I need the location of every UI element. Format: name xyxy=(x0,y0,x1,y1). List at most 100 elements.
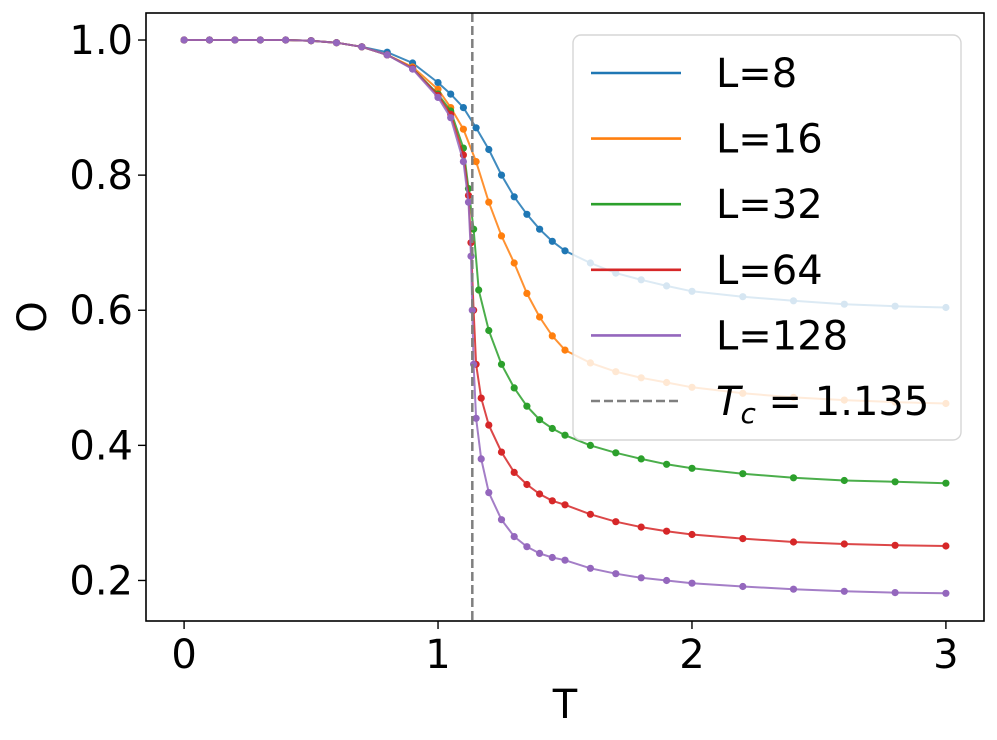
y-tick-label: 0.4 xyxy=(69,423,133,469)
data-point xyxy=(637,523,645,531)
series-l-128 xyxy=(180,36,950,597)
data-point xyxy=(472,158,480,166)
data-point xyxy=(536,416,544,424)
data-point xyxy=(789,474,798,482)
data-point xyxy=(561,556,569,564)
data-point xyxy=(485,326,493,335)
data-point xyxy=(510,384,518,392)
data-point xyxy=(510,193,518,201)
data-point xyxy=(282,36,290,44)
data-point xyxy=(612,449,620,457)
data-point xyxy=(789,538,798,546)
data-point xyxy=(536,490,544,498)
data-point xyxy=(485,489,493,497)
data-point xyxy=(561,346,569,354)
legend-label: L=32 xyxy=(716,182,823,228)
data-point xyxy=(586,441,595,449)
data-point xyxy=(536,549,544,558)
data-point xyxy=(447,114,455,122)
data-point xyxy=(523,289,531,297)
data-point xyxy=(510,468,518,476)
data-point xyxy=(612,570,620,578)
data-point xyxy=(434,79,442,87)
data-point xyxy=(477,394,485,402)
data-point xyxy=(475,286,483,294)
data-point xyxy=(523,543,531,551)
legend-label: L=16 xyxy=(716,117,823,163)
x-tick-label: 2 xyxy=(679,632,704,678)
data-point xyxy=(523,480,531,489)
y-tick-label: 0.6 xyxy=(69,288,133,334)
y-axis: 0.2 0.4 0.6 0.8 1.0 xyxy=(69,18,146,604)
data-point xyxy=(739,535,747,543)
data-point xyxy=(472,414,480,422)
data-point xyxy=(256,36,264,44)
data-point xyxy=(739,582,747,591)
data-point xyxy=(205,36,214,44)
data-point xyxy=(637,574,645,582)
x-axis-label: T xyxy=(552,682,578,728)
data-point xyxy=(840,587,848,595)
data-point xyxy=(688,579,696,587)
data-point xyxy=(637,455,645,463)
data-point xyxy=(739,470,747,478)
data-point xyxy=(942,479,950,487)
data-point xyxy=(548,497,556,505)
data-point xyxy=(663,460,671,468)
series-layer xyxy=(180,36,950,597)
data-point xyxy=(561,501,569,509)
data-point xyxy=(688,530,696,539)
legend-label: Tc = 1.135 xyxy=(716,379,929,430)
data-point xyxy=(663,576,671,585)
data-point xyxy=(459,125,467,133)
data-point xyxy=(510,533,518,541)
data-point xyxy=(891,589,899,597)
data-point xyxy=(561,431,569,439)
y-axis-label: O xyxy=(10,301,56,332)
data-point xyxy=(180,36,188,44)
data-point xyxy=(561,247,569,255)
legend-label: L=64 xyxy=(716,248,823,294)
data-point xyxy=(468,306,476,314)
plot-frame xyxy=(145,12,985,622)
legend-box xyxy=(572,34,962,441)
data-point xyxy=(663,527,671,535)
data-point xyxy=(497,516,506,524)
data-point xyxy=(231,36,239,44)
data-point xyxy=(688,464,696,472)
legend-label: L=8 xyxy=(716,51,797,97)
data-point xyxy=(485,145,493,154)
x-tick-label: 0 xyxy=(171,632,196,678)
y-tick-label: 0.8 xyxy=(69,153,133,199)
data-point xyxy=(840,476,848,485)
data-point xyxy=(459,104,467,112)
data-point xyxy=(789,585,798,593)
data-point xyxy=(497,360,506,368)
data-point xyxy=(548,424,556,433)
data-point xyxy=(586,510,595,518)
data-point xyxy=(434,93,442,101)
data-point xyxy=(485,421,493,429)
data-point xyxy=(383,51,391,59)
data-point xyxy=(891,541,899,549)
series-line xyxy=(184,39,946,595)
data-point xyxy=(485,198,493,206)
data-point xyxy=(358,43,366,51)
x-tick-label: 1 xyxy=(425,632,450,678)
data-point xyxy=(332,39,341,47)
data-point xyxy=(536,313,544,321)
x-axis: 0 1 2 3 xyxy=(171,621,959,678)
data-point xyxy=(891,478,899,486)
data-point xyxy=(523,402,531,410)
data-point xyxy=(548,553,556,562)
data-point xyxy=(307,37,315,45)
data-point xyxy=(447,90,455,98)
y-tick-label: 0.2 xyxy=(69,558,133,604)
data-point xyxy=(586,564,595,572)
y-tick-label: 1.0 xyxy=(69,18,133,64)
data-point xyxy=(548,237,556,245)
data-point xyxy=(464,198,473,206)
data-point xyxy=(459,158,467,166)
data-point xyxy=(612,518,620,526)
data-point xyxy=(942,589,950,597)
